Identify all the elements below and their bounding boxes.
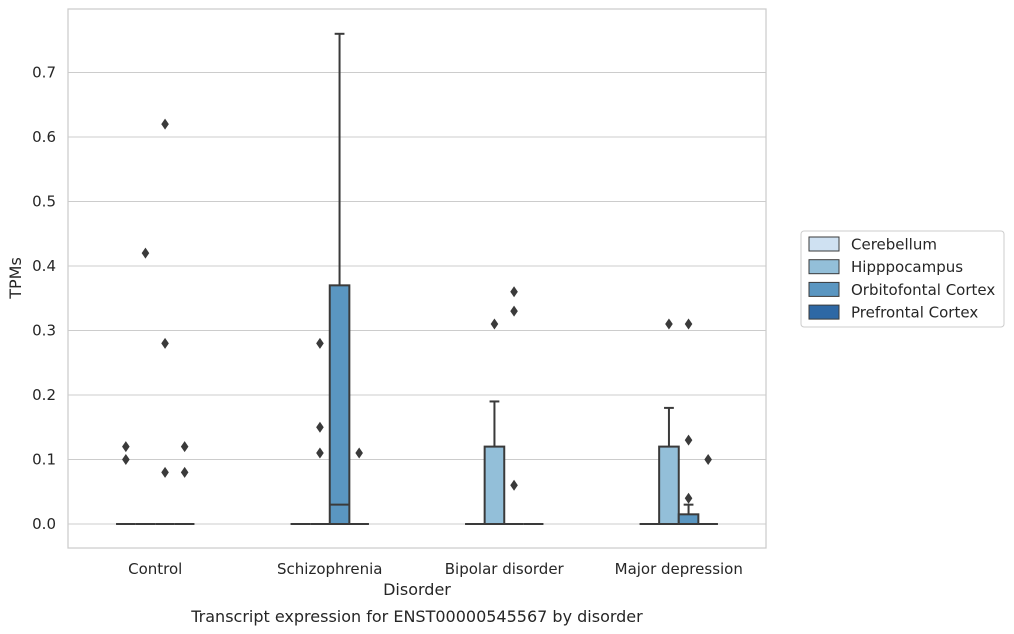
outlier-point (316, 337, 324, 349)
outlier-point (355, 447, 363, 459)
box (328, 32, 351, 525)
box-body (328, 284, 351, 525)
box (174, 441, 195, 525)
outlier-point (141, 247, 150, 259)
outlier-point (180, 466, 189, 478)
outlier-point (684, 492, 693, 504)
box (698, 454, 718, 525)
legend-swatch (808, 236, 840, 252)
outlier-point (161, 118, 169, 130)
outlier-point (665, 318, 673, 330)
box (658, 318, 680, 526)
box-body (483, 445, 506, 526)
plot-area-frame (67, 8, 767, 549)
legend-label: Prefrontal Cortex (851, 304, 978, 322)
y-tick-label: 0.1 (32, 451, 56, 469)
series-orbitofontal-cortex (155, 32, 700, 526)
outlier-point (490, 318, 499, 330)
y-tick-label: 0.7 (32, 64, 56, 82)
y-tick-label: 0.0 (32, 515, 56, 533)
box (155, 118, 175, 525)
outlier-point (684, 318, 693, 330)
legend-swatch (808, 259, 840, 275)
x-tick-label: Control (128, 560, 182, 578)
series-prefrontal-cortex (174, 441, 718, 525)
box (483, 318, 506, 526)
outlier-point (510, 286, 518, 298)
x-axis-title: Disorder (383, 580, 451, 599)
outlier-point (122, 454, 130, 465)
box (349, 447, 369, 525)
outlier-point (684, 434, 693, 446)
box (504, 286, 524, 525)
legend-swatch (808, 281, 840, 297)
outlier-point (122, 441, 130, 453)
box-body (658, 445, 680, 526)
y-tick-label: 0.5 (32, 193, 56, 211)
legend-swatch (808, 304, 840, 320)
outlier-point (316, 447, 324, 459)
series-cerebellum (116, 441, 660, 525)
outlier-point (316, 421, 324, 433)
y-tick-label: 0.2 (32, 386, 56, 404)
legend-label: Hipppocampus (851, 258, 963, 276)
legend-frame (800, 230, 1005, 328)
y-axis-title: TPMs (6, 257, 25, 300)
y-tick-label: 0.6 (32, 128, 56, 146)
x-tick-label: Schizophrenia (277, 560, 382, 578)
outlier-point (510, 479, 518, 491)
x-tick-label: Bipolar disorder (445, 560, 565, 578)
outlier-point (510, 305, 518, 317)
outlier-point (704, 454, 712, 465)
outlier-point (161, 337, 169, 349)
box (116, 441, 136, 525)
y-tick-label: 0.4 (32, 257, 56, 275)
outlier-point (161, 466, 169, 478)
box-body (677, 513, 700, 526)
series-hipppocampus (135, 247, 680, 526)
legend: Cerebellum Hipppocampus Orbitofontal Corte… (800, 230, 1005, 328)
y-tick-label: 0.3 (32, 322, 56, 340)
plot-area-background (68, 9, 766, 548)
box-series (116, 32, 718, 526)
chart-title: Transcript expression for ENST0000054556… (190, 607, 643, 626)
box (677, 318, 700, 526)
x-tick-label: Major depression (615, 560, 743, 578)
box (310, 337, 330, 525)
box (135, 247, 156, 525)
x-axis-ticks: Control Schizophrenia Bipolar disorder Majo… (128, 560, 743, 578)
legend-label: Orbitofontal Cortex (851, 281, 995, 299)
outlier-point (180, 441, 189, 453)
legend-label: Cerebellum (851, 236, 937, 254)
y-axis-ticks: 0.0 0.1 0.2 0.3 0.4 0.5 0.6 0.7 (32, 64, 56, 534)
